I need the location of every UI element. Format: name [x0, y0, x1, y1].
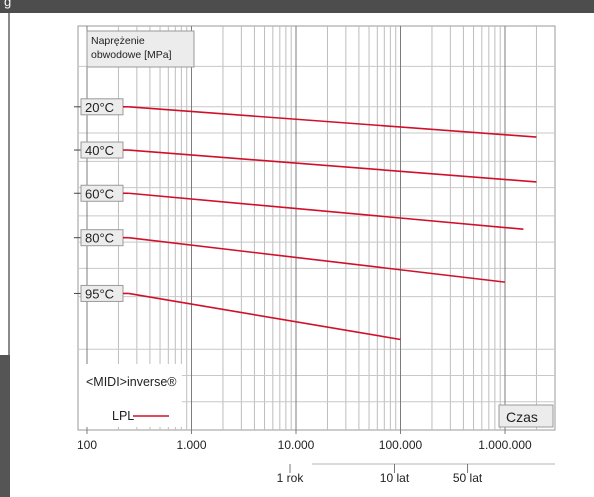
series-lines: [128, 106, 537, 341]
header-title: g: [4, 0, 13, 9]
secondary-tick-label: 1 rok: [277, 471, 305, 485]
left-edge-block: [0, 355, 10, 497]
x-tick-label: 1.000.000: [478, 438, 532, 452]
secondary-tick-label: 10 lat: [380, 471, 410, 485]
y-axis-title-box: Naprężenie obwodowe [MPa]: [86, 30, 195, 68]
x-tick-label: 1.000: [176, 438, 206, 452]
x-tick-label: 100: [77, 438, 97, 452]
series-line: [128, 192, 524, 231]
series-line: [128, 149, 537, 183]
series-label: 95°C: [85, 286, 114, 301]
legend-title: <MIDI>inverse®: [86, 375, 177, 389]
series-line: [128, 292, 401, 341]
x-axis-title-box: Czas: [498, 404, 554, 428]
secondary-axis: 1 rok 10 lat 50 lat: [277, 464, 483, 485]
y-axis-title-line1: Naprężenie: [91, 35, 145, 47]
grid-minor: [117, 26, 537, 430]
y-axis-title-line2: obwodowe [MPa]: [91, 49, 172, 61]
legend-entry-label: LPL: [112, 409, 134, 423]
series-line: [128, 236, 506, 283]
secondary-tick-label: 50 lat: [453, 471, 483, 485]
grid-horizontal: [78, 65, 555, 403]
series-label: 40°C: [85, 143, 114, 158]
series-label: 80°C: [85, 231, 114, 246]
header-bar: g: [0, 0, 594, 13]
plot-frame: [77, 25, 556, 431]
x-tick-labels: 100 1.000 10.000 100.000 1.000.000: [77, 438, 532, 452]
x-tick-label: 10.000: [278, 438, 315, 452]
series-label: 60°C: [85, 186, 114, 201]
legend: <MIDI>inverse® LPL: [79, 364, 182, 427]
x-tick-label: 100.000: [379, 438, 423, 452]
x-axis-title: Czas: [506, 409, 538, 425]
series-line: [128, 106, 537, 138]
series-labels: 20°C 40°C 60°C 80°C 95°C: [74, 98, 129, 302]
left-edge-line: [8, 13, 10, 355]
series-label: 20°C: [85, 100, 114, 115]
